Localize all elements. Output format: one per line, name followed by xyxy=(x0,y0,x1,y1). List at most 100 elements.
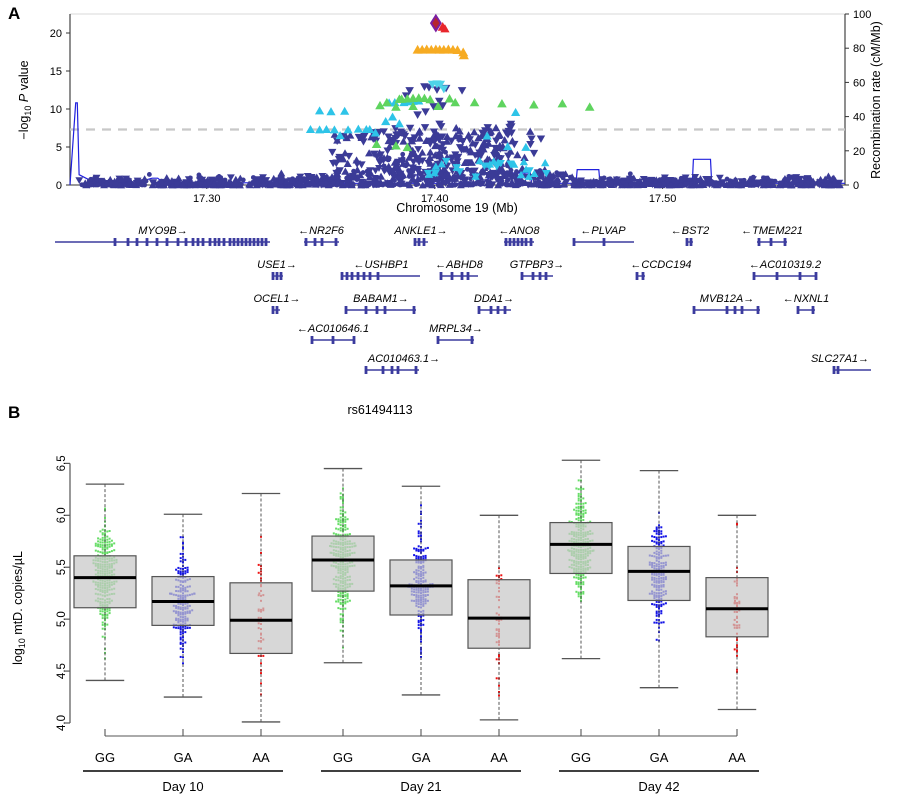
assoc-point xyxy=(524,172,534,180)
assoc-point xyxy=(353,124,363,133)
y2-tick-label: 60 xyxy=(853,77,865,89)
assoc-point xyxy=(375,164,383,172)
swarm-point xyxy=(108,612,111,615)
assoc-point xyxy=(94,176,100,182)
assoc-point xyxy=(500,136,509,144)
swarm-point xyxy=(424,556,427,559)
gene-label: AC010463.1→ xyxy=(367,353,440,365)
swarm-point xyxy=(182,547,184,550)
gene-label: ←TMEM221 xyxy=(741,225,803,237)
swarm-point xyxy=(582,497,585,500)
box-iqr xyxy=(627,545,691,602)
gene-exon xyxy=(176,238,180,246)
assoc-point xyxy=(682,181,691,189)
lead-snp-marker xyxy=(429,13,442,33)
assoc-point xyxy=(471,173,481,181)
assoc-point xyxy=(350,182,356,188)
swarm-point xyxy=(182,552,184,555)
gene-exon xyxy=(796,306,800,314)
genotype-label: AA xyxy=(252,750,270,765)
assoc-point xyxy=(117,175,126,183)
assoc-point xyxy=(329,125,340,134)
gene-AC010646.1: ←AC010646.1 xyxy=(297,323,369,344)
assoc-point xyxy=(448,154,457,162)
assoc-point xyxy=(232,179,240,187)
swarm-point xyxy=(342,496,344,499)
assoc-point xyxy=(507,129,516,137)
swarm-point xyxy=(736,522,738,525)
assoc-point xyxy=(141,178,146,184)
gene-exon xyxy=(836,366,840,374)
y-tick-label: 6.5 xyxy=(56,455,68,471)
assoc-point xyxy=(303,173,312,180)
swarm-point xyxy=(184,641,187,644)
swarm-point xyxy=(420,620,422,622)
swarm-point xyxy=(577,578,580,580)
gene-exon xyxy=(340,272,344,280)
swarm-point xyxy=(260,662,262,665)
gene-label: ←BST2 xyxy=(671,225,710,237)
swarm-point xyxy=(344,607,347,610)
gene-label: BABAM1→ xyxy=(353,293,409,305)
panel-b-boxplot: B rs61494113 log10 mtD. copies/µL 4.0 4.5… xyxy=(0,393,900,794)
swarm-point xyxy=(577,502,580,505)
gene-exon xyxy=(362,272,366,280)
assoc-point xyxy=(391,141,401,150)
swarm-point xyxy=(660,532,663,535)
swarm-point xyxy=(658,607,660,610)
assoc-point xyxy=(444,171,453,179)
swarm-point xyxy=(99,612,102,615)
swarm-point xyxy=(344,591,347,594)
swarm-point xyxy=(660,530,663,533)
gene-exon xyxy=(364,306,368,314)
swarm-point xyxy=(339,595,342,598)
swarm-point xyxy=(108,540,111,543)
y-tick-label: 6.0 xyxy=(56,507,68,523)
genotype-label: GA xyxy=(174,750,193,765)
assoc-point xyxy=(696,175,705,183)
swarm-point xyxy=(179,573,182,576)
swarm-point xyxy=(106,530,109,533)
swarm-point xyxy=(577,509,580,512)
swarm-point xyxy=(495,677,498,680)
swarm-point xyxy=(344,526,347,529)
assoc-point xyxy=(162,174,171,181)
gene-USHBP1: ←USHBP1 xyxy=(340,259,420,280)
assoc-point xyxy=(570,182,576,188)
assoc-point xyxy=(521,179,530,187)
swarm-point xyxy=(99,541,102,544)
assoc-point xyxy=(450,97,461,107)
swarm-point xyxy=(172,626,175,629)
assoc-point xyxy=(712,181,721,189)
assoc-point xyxy=(122,175,130,183)
gene-track-svg: MYO9B→ ←NR2F6 ANKLE1→ ←ANO8 ←PLVAP ←BST2 ←TMEM… xyxy=(55,225,871,374)
assoc-point xyxy=(660,175,666,181)
boxplot-Day21-AA xyxy=(467,514,531,721)
assoc-point xyxy=(529,100,539,109)
swarm-point xyxy=(662,603,665,606)
assoc-point xyxy=(75,177,84,185)
assoc-point xyxy=(417,171,426,179)
assoc-point xyxy=(375,181,381,187)
assoc-point xyxy=(517,176,526,184)
assoc-point xyxy=(340,149,350,157)
swarm-point xyxy=(658,524,660,527)
gene-exon xyxy=(477,306,481,314)
swarm-point xyxy=(662,544,665,547)
swarm-point xyxy=(106,535,109,538)
swarm-point xyxy=(339,602,342,605)
assoc-point xyxy=(486,182,492,188)
assoc-point xyxy=(765,182,771,188)
swarm-point xyxy=(580,577,582,580)
swarm-point xyxy=(582,513,585,516)
swarm-point xyxy=(415,547,418,550)
swarm-point xyxy=(177,570,180,573)
swarm-point xyxy=(655,536,658,539)
swarm-point xyxy=(655,618,658,621)
boxplot-Day10-GG xyxy=(73,483,137,682)
assoc-point xyxy=(282,177,291,185)
gene-exon xyxy=(470,336,474,344)
gene-exon xyxy=(271,272,275,280)
swarm-point xyxy=(104,536,106,539)
assoc-point xyxy=(352,156,361,164)
